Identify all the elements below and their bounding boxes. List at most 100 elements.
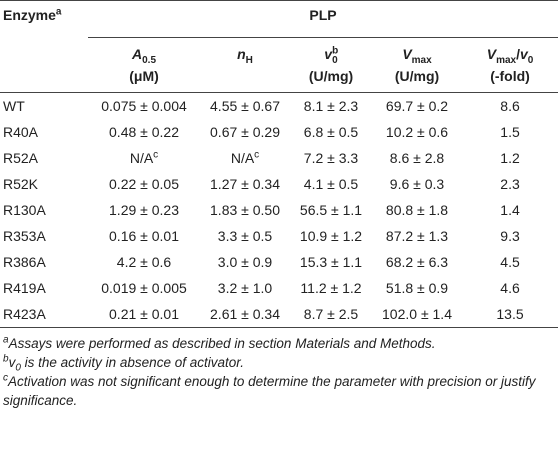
table-cell: 4.6 [500, 280, 520, 296]
footnote-mark: c [254, 149, 260, 161]
table-cell: 3.3 ± 0.5 [217, 228, 273, 244]
cell-text: N/A [129, 150, 154, 166]
table-row: R40A 0.48 ± 0.22 0.67 ± 0.29 6.8 ± 0.5 10.2 … [0, 119, 558, 145]
table-row: R386A 4.2 ± 0.6 3.0 ± 0.9 15.3 ± 1.1 68.2 ± … [0, 249, 558, 275]
table-cell: 102.0 ± 1.4 [372, 301, 462, 328]
table-cell: 51.8 ± 0.9 [385, 280, 449, 296]
table-cell: 10.9 ± 1.2 [299, 228, 363, 244]
table-cell: 69.7 ± 0.2 [385, 98, 449, 114]
table-cell: 15.3 ± 1.1 [299, 254, 363, 270]
table-cell: 1.27 ± 0.34 [210, 176, 280, 192]
table-cell: 1.83 ± 0.50 [210, 202, 280, 218]
symbol: v [324, 46, 333, 62]
table-cell: 4.5 [500, 254, 520, 270]
subscript: 0.5 [142, 54, 157, 66]
table-cell: 87.2 ± 1.3 [385, 228, 449, 244]
footnote-mark: b [3, 353, 9, 365]
table-cell: 8.6 ± 2.8 [389, 150, 445, 166]
table-cell: 4.2 ± 0.6 [116, 254, 172, 270]
subscript: 0 [15, 362, 21, 374]
unit: (-fold) [490, 68, 530, 84]
superscript: b [332, 45, 339, 57]
row-label: R52K [3, 176, 39, 192]
symbol: v [8, 355, 16, 370]
row-label: R353A [3, 228, 46, 244]
table-cell: 68.2 ± 6.3 [385, 254, 449, 270]
header-text: Enzyme [3, 7, 56, 23]
table-cell: 0.075 ± 0.004 [101, 98, 187, 114]
symbol: n [237, 46, 246, 62]
symbol: A [131, 46, 143, 62]
enzyme-header: Enzymea [0, 0, 88, 38]
cell-text: N/A [230, 150, 255, 166]
table-cell: 1.29 ± 0.23 [109, 202, 179, 218]
row-label: WT [3, 98, 25, 114]
unit: (U/mg) [308, 68, 354, 84]
table-cell: 2.3 [500, 176, 520, 192]
table-body: WT 0.075 ± 0.004 4.55 ± 0.67 8.1 ± 2.3 69.7 … [0, 93, 558, 328]
symbol: V [402, 46, 412, 62]
table-cell: 8.6 [500, 98, 520, 114]
table-cell: 9.3 [500, 228, 520, 244]
column-header: Vmax (U/mg) [372, 37, 462, 93]
table-cell: 0.019 ± 0.005 [101, 280, 187, 296]
unit: (μM) [129, 68, 159, 84]
table-cell: 1.5 [500, 124, 520, 140]
header-row: A0.5 (μM) nH vb0 (U/mg) Vmax (U/mg) Vmax/v0… [0, 37, 558, 93]
footnote-text: Assays were performed as described in se… [8, 336, 436, 351]
row-label: R386A [3, 254, 46, 270]
table-row: R130A 1.29 ± 0.23 1.83 ± 0.50 56.5 ± 1.1 80.… [0, 197, 558, 223]
table-row: R52A N/Ac N/Ac 7.2 ± 3.3 8.6 ± 2.8 1.2 [0, 145, 558, 171]
column-header: vb0 (U/mg) [290, 37, 372, 93]
table-cell: 56.5 ± 1.1 [299, 202, 363, 218]
footnote-mark: a [55, 6, 62, 18]
data-table: Enzymea PLP A0.5 (μM) nH vb0 (U/mg) Vmax (U… [0, 0, 558, 328]
footnote-text: Activation was not significant enough to… [3, 374, 536, 408]
table-cell: N/Ac [200, 145, 290, 171]
subscript: H [245, 54, 253, 66]
table-cell: 2.61 ± 0.34 [200, 301, 290, 328]
table-cell: N/Ac [88, 145, 200, 171]
table-cell: 3.2 ± 1.0 [217, 280, 273, 296]
group-header: PLP [88, 0, 558, 38]
table-cell: 10.2 ± 0.6 [385, 124, 449, 140]
footnote-mark: a [3, 334, 9, 346]
table-row: WT 0.075 ± 0.004 4.55 ± 0.67 8.1 ± 2.3 69.7 … [0, 93, 558, 120]
subscript: 0 [527, 54, 534, 66]
table-row: R353A 0.16 ± 0.01 3.3 ± 0.5 10.9 ± 1.2 87.2 … [0, 223, 558, 249]
footnotes: aAssays were performed as described in s… [0, 328, 558, 410]
table-cell: 4.55 ± 0.67 [210, 98, 280, 114]
footnote-text: is the activity in absence of activator. [20, 355, 244, 370]
footnote: bv0 is the activity in absence of activa… [3, 353, 555, 374]
table-cell: 80.8 ± 1.8 [385, 202, 449, 218]
table-cell: 7.2 ± 3.3 [303, 150, 359, 166]
row-label: R423A [0, 301, 88, 328]
table-cell: 0.22 ± 0.05 [109, 176, 179, 192]
subscript: max [496, 54, 517, 66]
table-cell: 0.16 ± 0.01 [109, 228, 179, 244]
footnote-mark: c [3, 372, 8, 384]
table-cell: 0.67 ± 0.29 [210, 124, 280, 140]
footnote: cActivation was not significant enough t… [3, 372, 555, 410]
table-cell: 11.2 ± 1.2 [300, 280, 362, 296]
table-cell: 6.8 ± 0.5 [303, 124, 359, 140]
table-row: R423A 0.21 ± 0.01 2.61 ± 0.34 8.7 ± 2.5 102.… [0, 301, 558, 328]
subscript: 0 [332, 54, 338, 66]
table-cell: 9.6 ± 0.3 [389, 176, 445, 192]
table-cell: 1.2 [500, 150, 520, 166]
symbol: v [519, 46, 528, 62]
table-cell: 1.4 [500, 202, 520, 218]
table-cell: 3.0 ± 0.9 [217, 254, 273, 270]
footnote: aAssays were performed as described in s… [3, 334, 555, 353]
blank-header [0, 37, 88, 93]
row-label: R52A [3, 150, 39, 166]
separator: / [516, 46, 520, 62]
unit: (U/mg) [394, 68, 440, 84]
column-header: A0.5 (μM) [88, 37, 200, 93]
footnote-mark: c [153, 149, 159, 161]
symbol: V [486, 46, 497, 62]
table-cell: 8.1 ± 2.3 [303, 98, 359, 114]
table-cell: 8.7 ± 2.5 [290, 301, 372, 328]
column-header: Vmax/v0 (-fold) [462, 37, 558, 93]
